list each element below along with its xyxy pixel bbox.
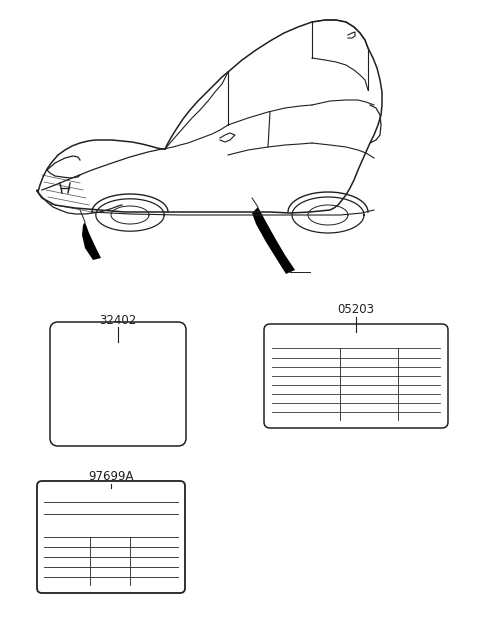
Polygon shape: [252, 207, 295, 274]
FancyBboxPatch shape: [50, 322, 186, 446]
Polygon shape: [82, 222, 101, 260]
Text: 05203: 05203: [337, 303, 374, 316]
FancyBboxPatch shape: [264, 324, 448, 428]
Text: 97699A: 97699A: [88, 470, 134, 483]
FancyBboxPatch shape: [37, 481, 185, 593]
Text: 32402: 32402: [99, 314, 137, 327]
